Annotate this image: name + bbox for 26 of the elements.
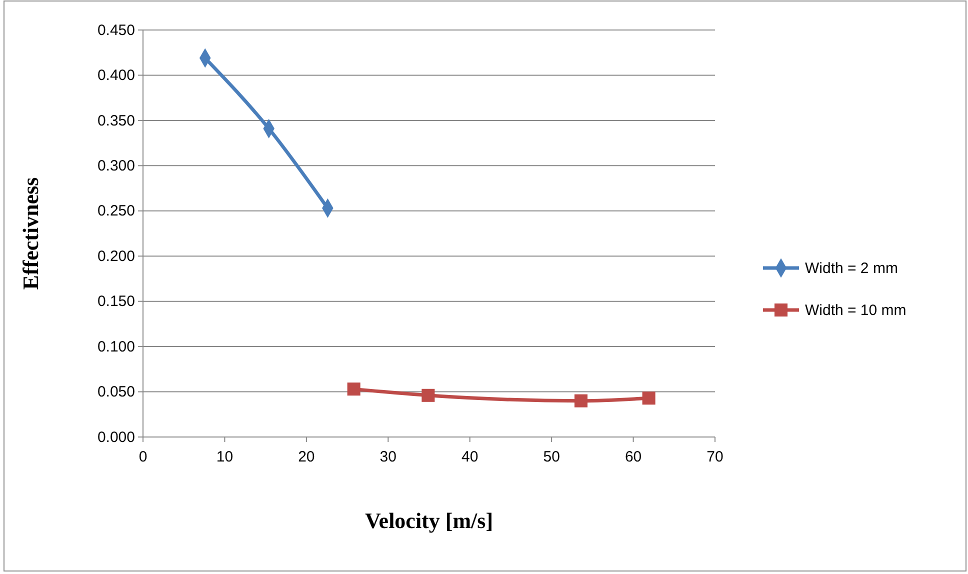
x-tick-label: 30 xyxy=(380,448,396,466)
x-tick-label: 20 xyxy=(298,448,315,466)
y-tick-label: 0.000 xyxy=(97,428,135,446)
x-axis-title: Velocity [m/s] xyxy=(364,508,494,533)
y-tick-label: 0.350 xyxy=(97,112,135,130)
legend-label: Width = 2 mm xyxy=(805,260,898,277)
y-axis-title: Effectivness xyxy=(18,176,43,290)
y-tick-label: 0.450 xyxy=(97,22,135,39)
y-tick-label: 0.200 xyxy=(97,248,135,265)
point xyxy=(347,382,360,396)
x-tick-label: 60 xyxy=(624,448,642,466)
y-tick-label: 0.250 xyxy=(97,202,135,220)
x-tick-label: 40 xyxy=(462,448,478,466)
y-tick-label: 0.150 xyxy=(97,293,135,310)
x-tick-label: 70 xyxy=(706,448,724,466)
y-tick-label: 0.100 xyxy=(97,338,135,356)
x-tick-label: 50 xyxy=(543,448,560,466)
x-tick-label: 10 xyxy=(216,448,234,466)
y-tick-label: 0.400 xyxy=(97,67,135,84)
point xyxy=(642,392,656,405)
y-tick-label: 0.300 xyxy=(97,157,135,174)
point xyxy=(422,388,435,402)
legend-label: Width = 10 mm xyxy=(805,302,906,319)
y-tick-label: 0.050 xyxy=(97,384,135,401)
point xyxy=(574,394,588,408)
x-tick-label: 0 xyxy=(138,448,148,466)
